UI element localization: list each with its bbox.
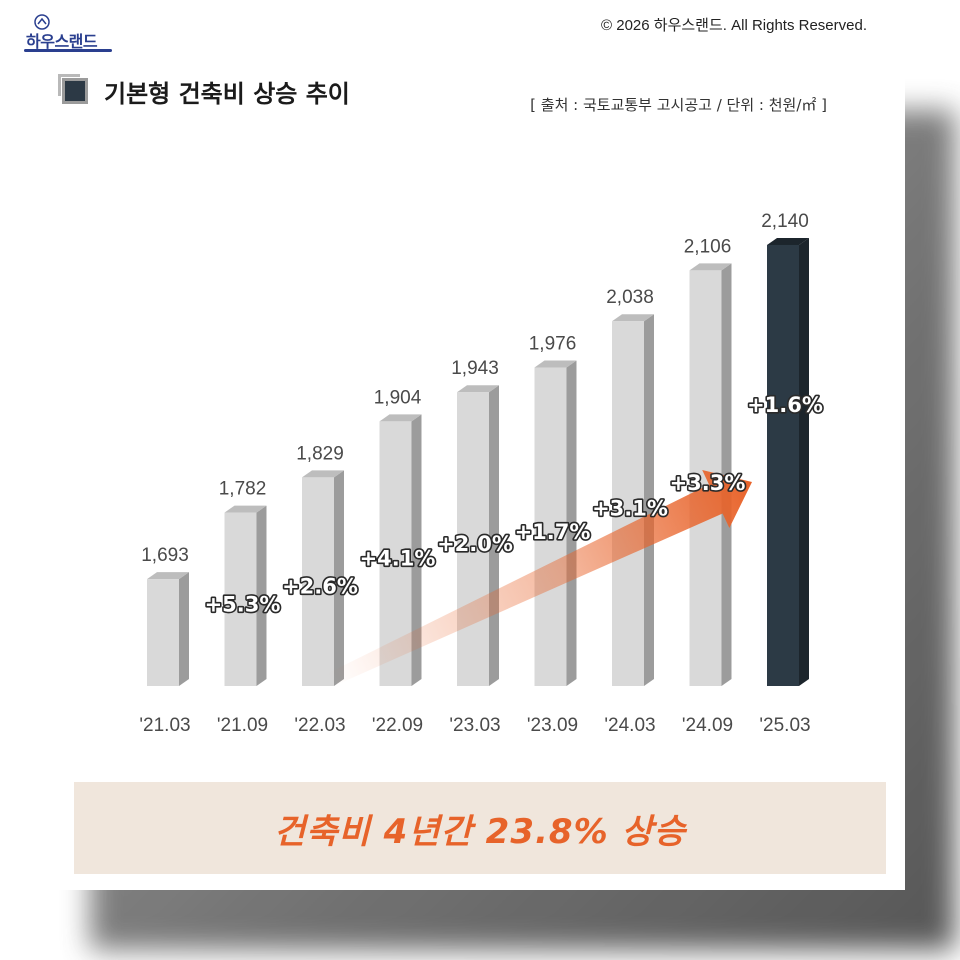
change-label-5: +1.7% xyxy=(515,520,591,544)
logo-underline xyxy=(24,49,112,52)
trend-arrow-shape xyxy=(327,470,752,687)
bar-front-2 xyxy=(302,477,334,686)
bar-top-8 xyxy=(767,237,809,245)
chart-card: 하우스랜드 © 2026 하우스랜드. All Rights Reserved.… xyxy=(12,6,886,874)
bars-layer xyxy=(147,237,809,687)
bar-side-8 xyxy=(799,237,809,687)
x-tick-label-5: '23.09 xyxy=(527,715,578,736)
bar-front-1 xyxy=(224,512,257,686)
bar-top-7 xyxy=(689,263,732,271)
copyright-notice: © 2026 하우스랜드. All Rights Reserved. xyxy=(601,17,867,34)
logo-text: 하우스랜드 xyxy=(26,32,98,51)
x-tick-label-6: '24.03 xyxy=(604,715,655,736)
bar-front-5 xyxy=(534,367,567,686)
source-note: [ 출처 : 국토교통부 고시공고 / 단위 : 천원/㎡ ] xyxy=(530,96,827,114)
bar-front-6 xyxy=(612,321,644,686)
x-tick-label-0: '21.03 xyxy=(139,715,190,736)
bar-front-4 xyxy=(457,392,489,686)
change-label-2: +2.6% xyxy=(282,575,358,599)
bar-side-7 xyxy=(721,263,732,686)
bar-front-8 xyxy=(767,244,799,687)
bar-side-1 xyxy=(256,505,267,686)
title-square-icon xyxy=(58,74,88,104)
value-label-3: 1,904 xyxy=(374,387,422,408)
x-tick-label-3: '22.09 xyxy=(372,715,423,736)
bar-side-5 xyxy=(566,360,577,686)
value-label-4: 1,943 xyxy=(451,358,499,379)
bar-1 xyxy=(224,505,267,686)
x-tick-label-4: '23.03 xyxy=(449,715,500,736)
trend-arrow-body xyxy=(327,470,752,687)
x-tick-label-7: '24.09 xyxy=(682,715,733,736)
bar-side-3 xyxy=(411,414,422,686)
bar-top-6 xyxy=(612,314,654,322)
bar-top-3 xyxy=(379,414,422,422)
value-label-5: 1,976 xyxy=(529,334,577,355)
x-tick-label-8: '25.03 xyxy=(759,715,810,736)
chart-title: 기본형 건축비 상승 추이 xyxy=(104,80,350,108)
bar-side-0 xyxy=(179,572,189,686)
summary-banner-text: 건축비 4년간 23.8% 상승 xyxy=(273,811,687,852)
bar-6 xyxy=(612,314,654,686)
bar-top-2 xyxy=(302,470,344,478)
bar-side-6 xyxy=(644,314,654,686)
change-label-1: +5.3% xyxy=(205,592,281,616)
bar-top-0 xyxy=(147,572,189,580)
bar-top-4 xyxy=(457,385,499,393)
trend-arrow xyxy=(327,470,752,687)
value-label-1: 1,782 xyxy=(219,479,267,500)
summary-banner: 건축비 4년간 23.8% 상승 xyxy=(74,782,886,874)
bar-2 xyxy=(302,470,344,686)
bar-top-1 xyxy=(224,505,267,513)
change-label-4: +2.0% xyxy=(437,532,513,556)
bar-front-0 xyxy=(147,579,179,686)
x-tick-label-1: '21.09 xyxy=(217,715,268,736)
value-label-0: 1,693 xyxy=(141,545,189,566)
value-label-8: 2,140 xyxy=(761,211,809,232)
value-label-2: 1,829 xyxy=(296,443,344,464)
bar-8 xyxy=(767,237,809,687)
change-label-6: +3.1% xyxy=(592,497,668,521)
x-tick-label-2: '22.03 xyxy=(294,715,345,736)
logo-mark-icon xyxy=(34,14,50,30)
labels-layer: 1,693 '21.03 1,782 +5.3% '21.09 1,829 +2.6% '22… xyxy=(139,211,824,736)
bar-side-2 xyxy=(334,470,344,686)
bar-top-5 xyxy=(534,360,577,368)
bar-5 xyxy=(534,360,577,686)
change-label-3: +4.1% xyxy=(360,547,436,571)
houseland-logo: 하우스랜드 xyxy=(12,6,112,52)
value-label-7: 2,106 xyxy=(684,236,732,257)
change-label-7: +3.3% xyxy=(670,471,746,495)
value-label-6: 2,038 xyxy=(606,287,654,308)
bar-0 xyxy=(147,572,189,686)
bar-chart: 1,693 '21.03 1,782 +5.3% '21.09 1,829 +2.6% '22… xyxy=(139,211,824,736)
change-label-8: +1.6% xyxy=(747,393,823,417)
